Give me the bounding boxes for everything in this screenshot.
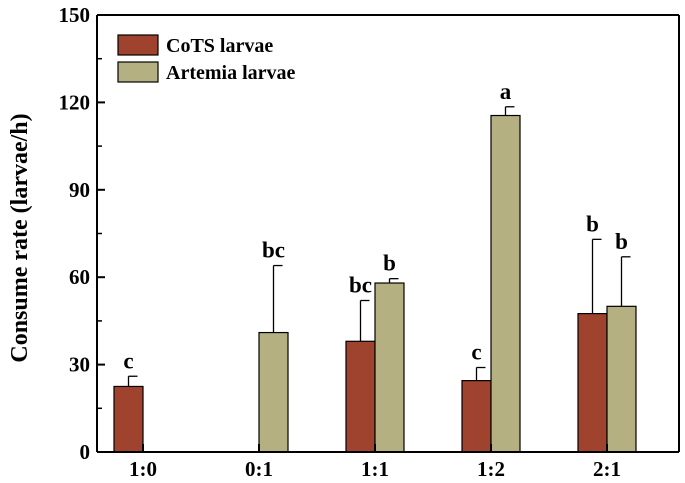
bar-artemia-3 [490, 114, 521, 453]
y-tick-label-0: 0 [80, 440, 91, 464]
significance-label-cots-0: c [123, 348, 133, 373]
x-tick-label-4: 2:1 [593, 457, 621, 481]
y-axis-title: Consume rate (larvae/h) [7, 113, 33, 362]
bar-cots-4 [577, 313, 608, 453]
y-tick-label-120: 120 [59, 90, 91, 114]
x-tick-label-0: 1:0 [129, 457, 157, 481]
y-tick-label-150: 150 [59, 3, 91, 27]
significance-label-cots-2: bc [349, 273, 372, 298]
significance-label-artemia-3: a [500, 79, 512, 104]
legend-label-cots: CoTS larvae [166, 35, 273, 57]
y-tick-label-60: 60 [69, 265, 90, 289]
x-tick-label-1: 0:1 [245, 457, 273, 481]
bar-artemia-1 [258, 331, 289, 453]
legend-label-artemia: Artemia larvae [166, 62, 296, 84]
legend: CoTS larvae Artemia larvae [117, 34, 296, 84]
x-tick-label-3: 1:2 [477, 457, 505, 481]
x-tick-label-2: 1:1 [361, 457, 389, 481]
bar-artemia-2 [374, 282, 405, 453]
bar-cots-3 [461, 380, 492, 453]
significance-label-artemia-4: b [615, 229, 628, 254]
bar-cots-2 [345, 340, 376, 453]
bar-cots-0 [113, 385, 144, 453]
significance-label-artemia-2: b [383, 251, 396, 276]
significance-label-artemia-1: bc [262, 238, 285, 263]
bar-artemia-4 [606, 305, 637, 453]
legend-swatch-artemia [117, 61, 159, 83]
legend-swatch-cots [117, 34, 159, 56]
significance-label-cots-3: c [471, 340, 481, 365]
y-tick-label-90: 90 [69, 178, 90, 202]
y-tick-label-30: 30 [69, 353, 90, 377]
significance-label-cots-4: b [586, 211, 599, 236]
